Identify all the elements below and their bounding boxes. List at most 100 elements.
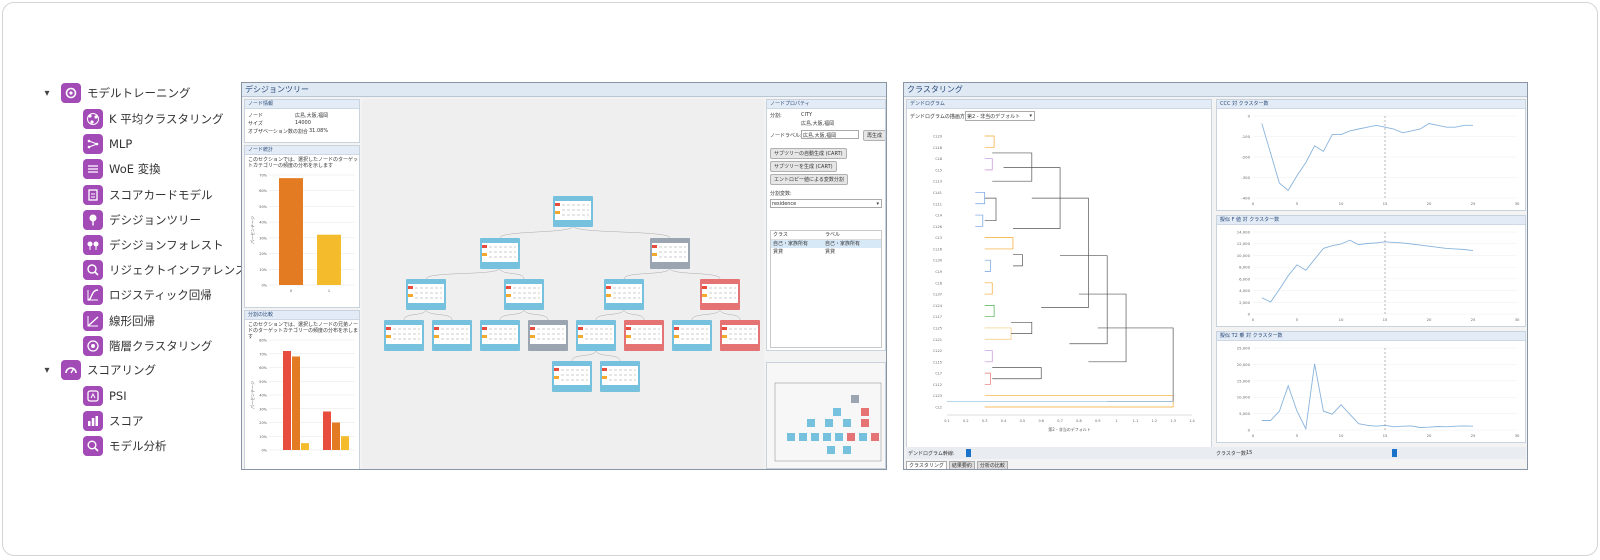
leaf-label: CL15 xyxy=(933,360,942,364)
nav-item-decision-tree[interactable]: デシジョンツリー xyxy=(83,209,201,231)
node-label-input[interactable]: 広島,大阪,福岡 xyxy=(801,130,859,139)
tree-node[interactable] xyxy=(600,361,640,392)
chevron-down-icon[interactable]: ▾ xyxy=(44,364,50,376)
node-stats-panel: ノード統計 このセクションでは、選択したノードのターゲットカテゴリーの頻度の分布… xyxy=(244,145,360,308)
tree-node[interactable] xyxy=(672,320,712,351)
dendrogram-threshold-slider[interactable] xyxy=(966,449,971,457)
nav-item-woe[interactable]: WoE 変換 xyxy=(83,158,161,180)
tree-node[interactable] xyxy=(528,320,568,351)
nav-item-label: K 平均クラスタリング xyxy=(109,112,224,126)
y-tick-label: 20% xyxy=(259,252,267,256)
tree-node[interactable] xyxy=(480,238,520,269)
hierarchical-clustering-icon xyxy=(83,335,103,356)
nav-group-model-training[interactable]: ▾ モデルトレーニング xyxy=(41,82,191,104)
tab-summary[interactable]: 結果要約 xyxy=(948,461,975,469)
node-swatch xyxy=(386,335,391,338)
node-swatch xyxy=(674,335,679,338)
series-line xyxy=(1261,123,1473,192)
scoring-icon xyxy=(61,360,81,380)
tree-edge xyxy=(425,267,501,280)
nav-item-linear-regression[interactable]: 線形回帰 xyxy=(83,310,155,332)
minimap-node xyxy=(825,419,833,427)
tree-node[interactable] xyxy=(576,320,616,351)
tree-node[interactable] xyxy=(406,279,446,310)
bar xyxy=(332,422,340,450)
dendrogram-method-select[interactable]: 第2 - 非当のデフォルト ▾ xyxy=(965,111,1035,121)
leaf-label: CL3 xyxy=(935,236,942,240)
nav-item-kmeans[interactable]: K 平均クラスタリング xyxy=(83,108,223,130)
leaf-label: CL13 xyxy=(933,180,942,184)
nav-item-mlp[interactable]: MLP xyxy=(83,133,132,155)
table-row[interactable]: 自己・家族所有 自己・家族所有 xyxy=(771,240,881,248)
window-title: クラスタリング xyxy=(904,83,1527,97)
tree-edge xyxy=(571,349,597,362)
tree-node[interactable] xyxy=(552,361,592,392)
tree-node[interactable] xyxy=(384,320,424,351)
auto-subtree-button[interactable]: サブツリーの自動生成 (CART) xyxy=(770,148,847,159)
split-variable-select[interactable]: residence ▾ xyxy=(770,199,882,208)
tree-overview-minimap[interactable] xyxy=(766,362,886,469)
tree-node[interactable] xyxy=(650,238,690,269)
model-analysis-icon xyxy=(83,436,103,457)
y-tick-label: 50% xyxy=(259,205,267,209)
tree-node[interactable] xyxy=(604,279,644,310)
node-body xyxy=(602,366,638,385)
nav-item-hierarchical-clustering[interactable]: 階層クラスタリング xyxy=(83,335,212,357)
panel-title: ノードプロパティ xyxy=(767,100,885,109)
tree-node[interactable] xyxy=(720,320,760,351)
tree-node[interactable] xyxy=(432,320,472,351)
node-swatch xyxy=(578,327,583,330)
node-body xyxy=(606,284,642,303)
x-tick-label: 25 xyxy=(1471,201,1476,206)
leaf-label: CL6 xyxy=(935,281,942,285)
tree-node[interactable] xyxy=(700,279,740,310)
nav-item-logistic-regression[interactable]: ロジスティック回帰 xyxy=(83,284,212,306)
tree-edge xyxy=(595,349,621,362)
tree-node[interactable] xyxy=(480,320,520,351)
apply-button[interactable]: 再生成 xyxy=(863,130,885,141)
x-tick-label: 0.7 xyxy=(1057,419,1063,423)
x-tick-label: 1.3 xyxy=(1170,419,1176,423)
subtree-button[interactable]: サブツリーを生成 (CART) xyxy=(770,161,837,172)
scorecard-icon xyxy=(83,184,103,205)
kmeans-icon xyxy=(83,109,103,129)
node-info-panel: ノード情報 ノード 広島,大阪,福岡 サイズ 14000 オブザベーション数の割合 31.… xyxy=(244,99,360,143)
nav-item-psi[interactable]: PSI xyxy=(83,385,127,407)
panel-title: デンドログラム xyxy=(907,100,1211,109)
y-tick-label: 20% xyxy=(259,421,267,425)
cluster-count-slider[interactable] xyxy=(1392,449,1397,457)
x-tick-label: 0 xyxy=(290,289,292,293)
feature-nav: ▾ モデルトレーニング K 平均クラスタリング MLP WoE 変換スコアカードモデ… xyxy=(3,3,246,555)
tree-node[interactable] xyxy=(504,279,544,310)
tree-edge xyxy=(403,308,427,321)
node-body xyxy=(482,325,518,344)
table-row[interactable]: 賃貸 賃貸 xyxy=(771,248,881,256)
nav-group-scoring[interactable]: ▾ スコアリング xyxy=(41,359,156,381)
tab-clustering[interactable]: クラスタリング xyxy=(906,461,947,469)
y-tick-label: 50% xyxy=(259,380,267,384)
node-body xyxy=(482,243,518,262)
nav-item-decision-forest[interactable]: デシジョンフォレスト xyxy=(83,234,224,256)
minimap-node xyxy=(827,446,835,454)
nav-item-label: 線形回帰 xyxy=(109,313,155,328)
nav-item-model-analysis[interactable]: モデル分析 xyxy=(83,435,167,457)
x-tick-label: 0.4 xyxy=(1001,419,1007,423)
chevron-down-icon[interactable]: ▾ xyxy=(44,87,50,99)
entropy-split-button[interactable]: エントロピー値による変数分割 xyxy=(770,174,848,185)
tab-compare[interactable]: 分析の比較 xyxy=(976,461,1008,469)
node-body xyxy=(434,325,470,344)
minimap-node xyxy=(811,433,819,441)
class-label-table: クラス ラベル 自己・家族所有 自己・家族所有 賃貸 賃貸 xyxy=(770,230,882,348)
table-cell: 自己・家族所有 xyxy=(773,241,809,247)
y-tick-label: 4,000 xyxy=(1239,288,1250,293)
x-tick-label: 30 xyxy=(1515,201,1520,206)
nav-item-score[interactable]: スコア xyxy=(83,410,144,432)
tree-canvas[interactable] xyxy=(362,99,764,469)
tree-node[interactable] xyxy=(624,320,664,351)
nav-item-reject-inference[interactable]: リジェクトインファレンス xyxy=(83,259,246,281)
leaf-label: CL26 xyxy=(933,225,942,229)
nav-item-scorecard[interactable]: スコアカードモデル xyxy=(83,184,213,206)
linear-regression-icon xyxy=(83,310,103,331)
tree-node[interactable] xyxy=(553,196,593,227)
mlp-icon xyxy=(83,134,103,155)
